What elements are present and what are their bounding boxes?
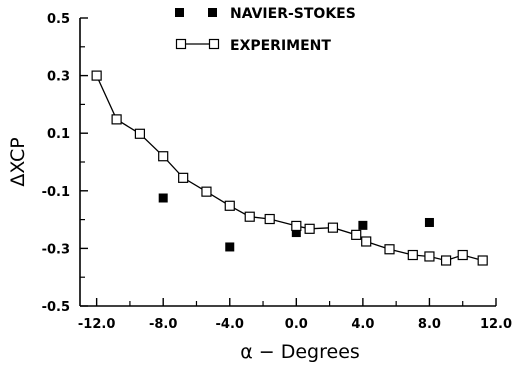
x-tick-label: -12.0 [78,317,115,332]
navier-stokes-point [358,220,368,230]
x-tick-label: 12.0 [480,317,512,332]
experiment-point [244,211,255,222]
y-tick-label: -0.3 [42,242,70,257]
experiment-point [178,172,189,183]
y-axis-label: ΔXCP [7,137,29,186]
experiment-point [201,186,212,197]
experiment-point [351,229,362,240]
x-tick-label: 4.0 [351,317,374,332]
experiment-point [91,70,102,81]
x-tick-label: -8.0 [149,317,177,332]
legend-experiment-label: EXPERIMENT [230,38,331,54]
y-tick-label: 0.5 [47,12,70,27]
experiment-point [134,128,146,139]
legend-navier-stokes-marker [208,8,217,17]
tick-marks [80,17,497,307]
navier-stokes-point [225,242,235,252]
x-tick-labels: -12.0 -8.0 -4.0 0.0 4.0 8.0 12.0 [78,317,512,332]
x-tick-label: 0.0 [285,317,308,332]
y-tick-label: 0.1 [47,127,70,142]
legend-experiment-marker [175,38,187,50]
experiment-point [457,249,468,261]
legend: NAVIER-STOKES EXPERIMENT [175,6,356,54]
experiment-point [264,213,275,225]
x-tick-label: 8.0 [418,317,441,332]
y-tick-label: -0.1 [42,185,70,200]
experiment-point [111,114,122,125]
experiment-point [440,255,452,266]
experiment-point [291,220,302,232]
legend-navier-stokes-marker [175,8,184,17]
experiment-point [384,244,395,255]
x-axis-label: α − Degrees [240,341,360,363]
legend-navier-stokes-label: NAVIER-STOKES [230,6,356,22]
axes [79,18,496,307]
y-tick-labels: 0.5 0.3 0.1 -0.1 -0.3 -0.5 [42,12,70,315]
experiment-point [304,223,315,234]
experiment-point [224,200,235,211]
experiment-line [96,75,483,262]
experiment-point [424,251,435,262]
legend-experiment-marker [208,38,220,50]
y-tick-label: 0.3 [47,70,70,85]
experiment-point [477,255,488,266]
data-series [91,70,488,266]
y-tick-label: -0.5 [42,300,70,315]
experiment-point [407,249,418,261]
experiment-point [327,222,339,233]
x-tick-label: -4.0 [216,317,244,332]
experiment-point [361,236,372,247]
experiment-point [158,151,169,162]
navier-stokes-point [158,193,168,203]
navier-stokes-point [291,228,301,238]
navier-stokes-point [424,217,434,227]
